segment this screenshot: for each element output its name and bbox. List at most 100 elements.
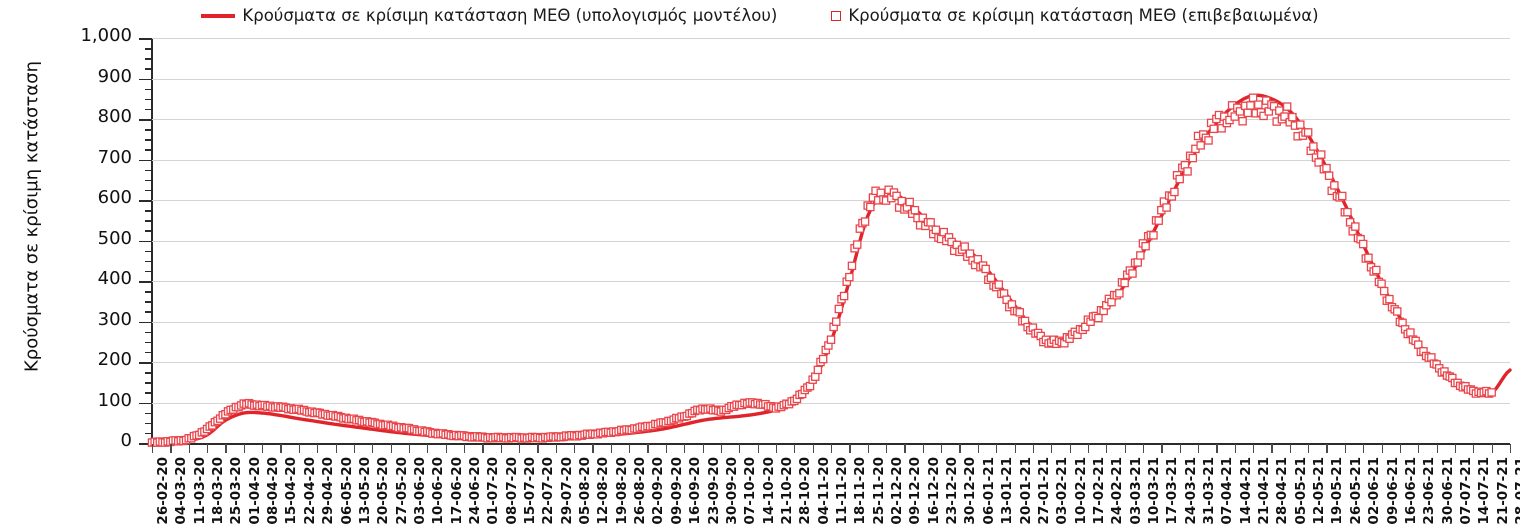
x-axis-tick-label: 30-12-20 bbox=[962, 457, 979, 525]
x-axis-tick-label: 13-01-21 bbox=[999, 457, 1016, 525]
data-point-marker bbox=[994, 280, 1004, 289]
data-point-marker bbox=[1314, 158, 1323, 167]
x-axis-tick-label: 20-01-21 bbox=[1017, 457, 1034, 525]
data-point-marker bbox=[1343, 207, 1352, 217]
x-axis-tick bbox=[831, 444, 833, 453]
x-axis-tick bbox=[1179, 444, 1181, 453]
y-axis-major-tick bbox=[139, 281, 152, 283]
x-axis-tick-label: 09-09-20 bbox=[668, 457, 685, 525]
gridline bbox=[152, 402, 1510, 404]
y-axis-tick-label: 900 bbox=[97, 65, 132, 87]
x-axis-tick bbox=[592, 444, 594, 453]
gridline bbox=[152, 159, 1510, 161]
x-axis-tick bbox=[1473, 444, 1475, 453]
data-point-marker bbox=[1204, 136, 1213, 145]
y-axis-minor-tick bbox=[145, 139, 152, 141]
x-axis-tick-label: 28-07-21 bbox=[1513, 457, 1520, 525]
y-axis-major-tick bbox=[139, 119, 152, 121]
x-axis-tick-label: 08-07-20 bbox=[503, 457, 520, 525]
x-axis-tick bbox=[1051, 444, 1053, 453]
y-axis-tick-label: 300 bbox=[97, 308, 132, 330]
data-point-marker bbox=[1136, 251, 1145, 260]
x-axis-tick-label: 21-04-21 bbox=[1256, 457, 1273, 525]
y-axis-major-tick bbox=[139, 159, 152, 162]
y-axis-tick-labels: 0 100 200 300 400 500 600 700 800 900 1,000 bbox=[0, 0, 132, 529]
x-axis-tick bbox=[1363, 444, 1365, 453]
y-axis-tick-label: 500 bbox=[97, 227, 132, 249]
x-axis-tick bbox=[867, 444, 869, 453]
y-axis-minor-tick bbox=[145, 372, 152, 374]
x-axis-tick bbox=[1106, 444, 1108, 453]
y-axis-tick-label: 600 bbox=[97, 187, 132, 208]
data-point-marker bbox=[845, 272, 854, 282]
y-axis-major-tick bbox=[139, 240, 152, 243]
x-axis-tick bbox=[922, 444, 924, 453]
x-axis-tick-label: 05-05-21 bbox=[1292, 457, 1309, 525]
x-axis-tick bbox=[1418, 444, 1420, 453]
x-axis-tick bbox=[243, 444, 245, 453]
x-axis-tick-label: 30-09-20 bbox=[723, 457, 740, 525]
data-point-marker bbox=[1316, 150, 1326, 159]
y-axis-major-tick bbox=[139, 78, 152, 81]
y-axis-tick-label: 100 bbox=[97, 389, 132, 411]
y-axis-minor-tick bbox=[145, 250, 152, 253]
y-axis-minor-tick bbox=[145, 108, 152, 111]
x-axis-tick bbox=[959, 444, 961, 453]
y-axis-minor-tick bbox=[145, 260, 152, 263]
x-axis-tick bbox=[1069, 444, 1071, 453]
x-axis-tick-label: 03-02-21 bbox=[1054, 457, 1071, 525]
x-axis-tick bbox=[353, 444, 356, 453]
x-axis-tick-label: 19-08-20 bbox=[613, 457, 630, 525]
y-axis-minor-tick bbox=[145, 422, 152, 425]
x-axis-tick-label: 14-10-20 bbox=[760, 457, 777, 525]
data-point-marker bbox=[866, 202, 875, 212]
legend-item-confirmed[interactable]: Κρούσματα σε κρίσιμη κατάσταση ΜΕΘ (επιβ… bbox=[831, 7, 1319, 25]
gridline bbox=[152, 38, 1510, 39]
data-point-marker bbox=[1128, 269, 1137, 278]
x-axis-tick-label: 21-07-21 bbox=[1494, 457, 1511, 525]
y-axis-tick-label: 700 bbox=[97, 146, 132, 168]
x-axis-tick-label: 23-06-21 bbox=[1421, 457, 1438, 525]
legend-label-model: Κρούσματα σε κρίσιμη κατάσταση ΜΕΘ (υπολ… bbox=[242, 5, 778, 25]
x-axis-tick-label: 29-04-20 bbox=[320, 457, 337, 525]
data-point-marker bbox=[1115, 289, 1124, 298]
x-axis-tick bbox=[1510, 444, 1512, 453]
data-point-marker bbox=[973, 254, 983, 264]
data-point-marker bbox=[813, 365, 823, 375]
legend-item-model[interactable]: Κρούσματα σε κρίσιμη κατάσταση ΜΕΘ (υπολ… bbox=[201, 5, 778, 25]
x-axis-tick bbox=[519, 444, 521, 453]
x-axis-tick-label: 30-06-21 bbox=[1439, 457, 1456, 525]
x-axis-tick bbox=[720, 444, 723, 453]
x-axis-tick bbox=[1234, 444, 1236, 453]
x-axis-tick-label: 14-07-21 bbox=[1476, 457, 1493, 525]
x-axis-tick-label: 19-05-21 bbox=[1329, 457, 1346, 525]
x-axis-tick-label: 28-10-20 bbox=[797, 457, 814, 525]
x-axis-tick bbox=[1271, 444, 1273, 453]
gridline bbox=[152, 78, 1510, 80]
x-axis-tick bbox=[1326, 444, 1328, 453]
x-axis-tick bbox=[574, 444, 576, 453]
x-axis-tick bbox=[1491, 444, 1493, 453]
gridline bbox=[152, 281, 1510, 282]
x-axis-tick bbox=[610, 444, 612, 453]
data-point-marker bbox=[1175, 174, 1184, 184]
data-point-marker bbox=[1248, 93, 1258, 103]
y-axis-minor-tick bbox=[145, 412, 152, 415]
x-axis-tick bbox=[463, 444, 466, 453]
x-axis-tick-label: 09-12-20 bbox=[907, 457, 924, 525]
x-axis-tick-label: 01-07-20 bbox=[485, 457, 502, 525]
y-axis-minor-tick bbox=[145, 48, 152, 50]
x-axis-tick-label: 11-03-20 bbox=[191, 457, 208, 525]
x-axis-tick bbox=[482, 444, 484, 453]
data-point-marker bbox=[834, 304, 844, 314]
x-axis-tick-label: 04-11-20 bbox=[815, 457, 832, 525]
data-point-marker bbox=[892, 191, 901, 201]
y-axis-major-tick bbox=[139, 200, 152, 202]
data-point-marker bbox=[1393, 307, 1402, 316]
y-axis-tick-label: 1,000 bbox=[80, 25, 132, 46]
data-point-marker bbox=[1288, 112, 1297, 122]
data-point-marker bbox=[1324, 171, 1334, 180]
x-axis-tick-label: 07-04-21 bbox=[1219, 457, 1236, 525]
x-axis-tick bbox=[500, 444, 502, 453]
x-axis-tick-label: 13-05-20 bbox=[356, 457, 373, 525]
